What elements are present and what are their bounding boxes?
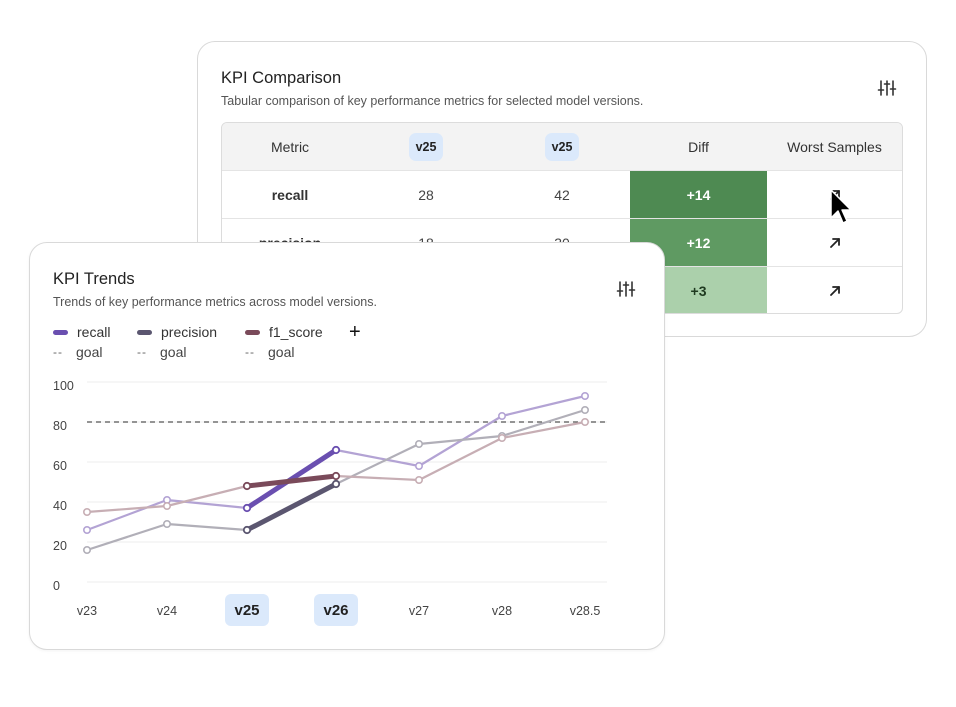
- legend-swatch: [245, 329, 260, 335]
- legend-label: recall: [77, 324, 111, 340]
- column-header-diff: Diff: [688, 138, 709, 155]
- legend-goal-label: goal: [160, 344, 187, 360]
- x-highlight-pill[interactable]: [225, 594, 269, 626]
- arrow-up-right-icon[interactable]: [828, 236, 842, 250]
- data-point-highlight: [242, 503, 252, 513]
- comparison-subtitle: Tabular comparison of key performance me…: [221, 94, 644, 108]
- legend-goal-item[interactable]: -- goal: [245, 344, 294, 360]
- column-header-version-a[interactable]: v25: [358, 123, 494, 170]
- data-point: [580, 418, 589, 427]
- y-tick-label: 80: [53, 419, 67, 433]
- series-line-recall: [86, 394, 586, 532]
- dashed-line-icon: --: [53, 345, 63, 359]
- column-header-worst-samples: Worst Samples: [787, 138, 882, 155]
- data-point: [580, 392, 589, 401]
- y-tick-label: 40: [53, 499, 67, 513]
- trends-subtitle: Trends of key performance metrics across…: [53, 295, 377, 309]
- worst-samples-cell[interactable]: [767, 219, 902, 267]
- diff-cell: +14: [630, 171, 767, 219]
- data-point-highlight: [242, 481, 252, 491]
- x-tick-label: v28.5: [570, 604, 601, 618]
- legend-item-f1-score[interactable]: f1_score: [245, 324, 323, 340]
- version-b-value: 42: [554, 187, 570, 203]
- sliders-icon[interactable]: [616, 279, 636, 299]
- data-point: [82, 525, 91, 534]
- y-tick-label: 100: [53, 379, 74, 393]
- data-point: [163, 519, 172, 528]
- version-pill[interactable]: v25: [544, 132, 580, 161]
- data-point: [82, 545, 91, 554]
- dashed-line-icon: --: [137, 345, 147, 359]
- arrow-up-right-icon[interactable]: [828, 188, 842, 202]
- kpi-trends-card: KPI Trends Trends of key performance met…: [29, 242, 665, 650]
- x-tick-label: v27: [409, 604, 429, 618]
- version-a-value: 28: [418, 187, 434, 203]
- x-tick-label: v24: [157, 604, 177, 618]
- metric-name-cell: recall: [271, 187, 309, 203]
- kpi-trends-chart: 100 80 60 40 20 0 v23 v24 v25 v26 v27 v28 v28.5: [53, 379, 607, 626]
- data-point-highlight: [331, 471, 341, 481]
- legend-swatch: [137, 329, 152, 335]
- worst-samples-cell[interactable]: [767, 171, 902, 219]
- data-point: [414, 476, 423, 485]
- legend-label: f1_score: [269, 324, 323, 340]
- x-tick-label[interactable]: v26: [323, 602, 348, 619]
- legend-goal-label: goal: [268, 344, 295, 360]
- column-header-version-b[interactable]: v25: [494, 123, 630, 170]
- x-tick-label: v28: [492, 604, 512, 618]
- y-tick-label: 20: [53, 539, 67, 553]
- legend-label: precision: [161, 324, 218, 340]
- table-row: recall 28 42 +14: [222, 170, 902, 219]
- worst-samples-cell[interactable]: [767, 267, 902, 313]
- sliders-icon[interactable]: [877, 78, 897, 98]
- trends-title: KPI Trends: [53, 270, 135, 288]
- data-point-highlight: [331, 479, 341, 489]
- y-tick-label: 60: [53, 459, 67, 473]
- data-point: [414, 440, 423, 449]
- version-pill[interactable]: v25: [408, 132, 444, 161]
- legend-swatch: [53, 329, 68, 335]
- legend-goal-item[interactable]: -- goal: [137, 344, 186, 360]
- data-point: [163, 501, 172, 510]
- x-tick-label[interactable]: v25: [234, 602, 259, 619]
- legend-item-recall[interactable]: recall: [53, 324, 110, 340]
- add-series-button[interactable]: +: [349, 321, 361, 343]
- x-tick-label: v23: [77, 604, 97, 618]
- series-line-f1-score: [86, 420, 586, 514]
- data-point-highlight: [242, 525, 252, 535]
- table-header-row: Metric v25 v25 Diff Worst Samples: [222, 123, 902, 170]
- legend-item-precision[interactable]: precision: [137, 324, 217, 340]
- data-point-highlight: [331, 445, 341, 455]
- column-header-metric: Metric: [270, 138, 310, 155]
- data-point: [82, 507, 91, 516]
- dashed-line-icon: --: [245, 345, 255, 359]
- legend-goal-item[interactable]: -- goal: [53, 344, 102, 360]
- legend-goal-label: goal: [76, 344, 103, 360]
- comparison-title: KPI Comparison: [221, 69, 342, 87]
- x-highlight-pill[interactable]: [314, 594, 358, 626]
- y-tick-label: 0: [53, 579, 60, 593]
- data-point: [580, 406, 589, 415]
- arrow-up-right-icon[interactable]: [828, 284, 842, 298]
- data-point: [497, 412, 506, 421]
- highlight-segment-f1-score: [244, 473, 339, 489]
- data-point: [414, 462, 423, 471]
- data-point: [497, 434, 506, 443]
- highlight-segment-precision: [244, 481, 339, 533]
